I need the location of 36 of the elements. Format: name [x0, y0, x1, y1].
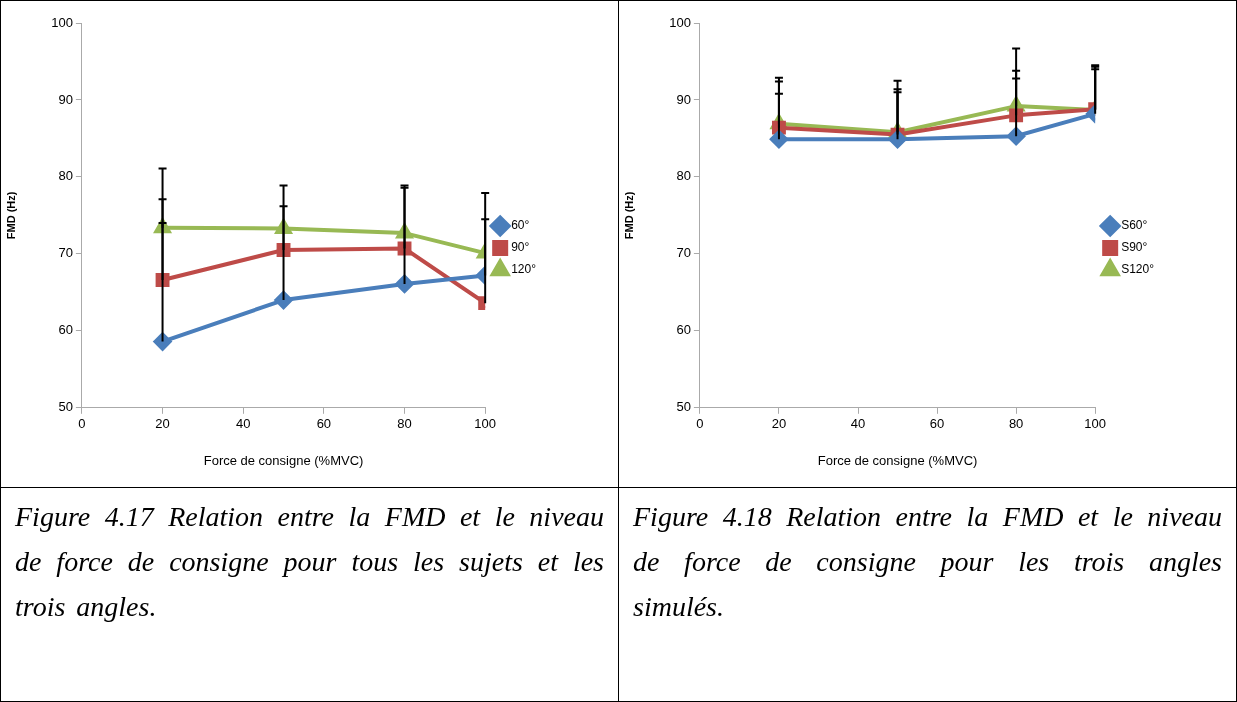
y-axis-title: FMD (Hz) [622, 191, 635, 240]
y-tick-label: 50 [58, 399, 73, 415]
x-axis-title: Force de consigne (%MVC) [203, 452, 364, 468]
x-tick-label: 20 [155, 416, 170, 432]
y-tick-label: 70 [676, 245, 691, 261]
x-tick-label: 40 [235, 416, 251, 432]
legend-label: 120° [511, 262, 537, 277]
y-tick-label: 80 [58, 168, 73, 184]
x-tick-label: 80 [397, 416, 412, 432]
x-tick-label: 20 [771, 416, 787, 432]
legend-label: S60° [1121, 218, 1148, 233]
y-tick-label: 60 [676, 322, 691, 338]
legend-label: 90° [511, 240, 530, 255]
caption: Figure 4.18 Relation entre la FMD et le niveau de force de consigne pour les trois angles simulés. [633, 500, 1222, 624]
caption: Figure 4.17 Relation entre la FMD et le niveau de force de consigne pour tous les sujets et les trois angles. [15, 500, 604, 624]
x-tick-label: 0 [696, 416, 704, 432]
y-tick-label: 90 [676, 91, 691, 107]
x-tick-label: 60 [316, 416, 332, 432]
y-tick-label: 90 [58, 91, 73, 107]
legend-label: S90° [1121, 240, 1148, 255]
x-tick-label: 60 [929, 416, 945, 432]
y-tick-label: 50 [676, 399, 691, 415]
y-axis-title: FMD (Hz) [4, 191, 17, 240]
y-tick-label: 100 [669, 14, 691, 30]
y-tick-label: 80 [676, 168, 691, 184]
x-tick-label: 100 [474, 416, 497, 432]
x-tick-label: 80 [1008, 416, 1024, 432]
y-tick-label: 100 [51, 14, 73, 30]
x-tick-label: 100 [1084, 416, 1107, 432]
legend-label: 60° [511, 218, 530, 233]
x-tick-label: 40 [850, 416, 866, 432]
y-tick-label: 60 [58, 322, 73, 338]
x-axis-title: Force de consigne (%MVC) [817, 452, 978, 468]
y-tick-label: 70 [58, 245, 73, 261]
legend-label: S120° [1121, 262, 1155, 277]
x-tick-label: 0 [78, 416, 86, 432]
